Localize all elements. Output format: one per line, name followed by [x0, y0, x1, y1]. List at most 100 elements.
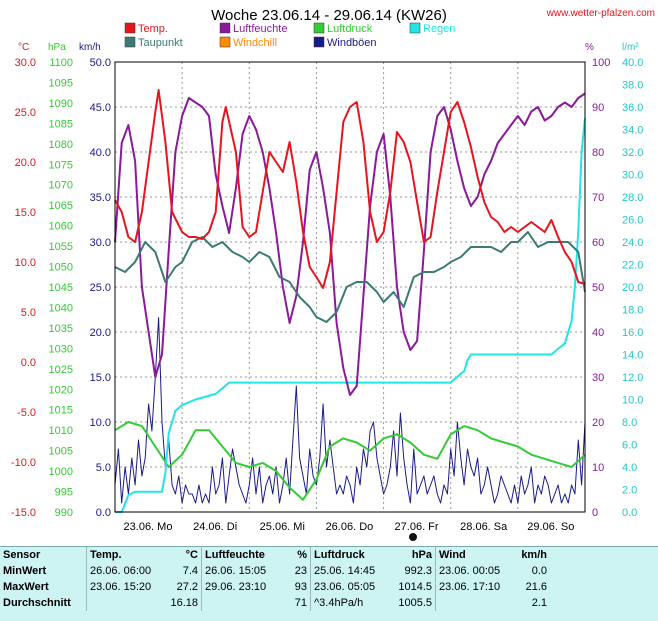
pressure-tick-label: 1010	[49, 425, 73, 437]
temp-time	[86, 595, 165, 611]
rain-tick-label: 20.0	[622, 282, 643, 294]
day-label: 25.06. Mi	[260, 521, 305, 533]
pressure-tick-label: 995	[55, 487, 73, 499]
wind-tick-label: 20.0	[90, 327, 111, 339]
day-label: 26.06. Do	[326, 521, 374, 533]
wind-time	[435, 595, 514, 611]
temp-tick-label: 15.0	[15, 207, 36, 219]
press-value: 1014.5	[398, 581, 432, 593]
legend-swatch	[124, 22, 136, 34]
series-line-luftfeuchte	[114, 92, 586, 396]
temp-header: Temp.	[86, 547, 165, 563]
temp-tick-label: 5.0	[21, 307, 36, 319]
rain-tick-label: 30.0	[622, 170, 643, 182]
press-value: 1005.5	[398, 597, 432, 609]
humidity-tick-label: 60	[592, 237, 604, 249]
legend-swatch	[219, 36, 231, 48]
stats-row: MaxWert 23.06. 15:20 27.2 29.06. 23:10 9…	[0, 579, 550, 595]
temp-unit: °C	[18, 42, 29, 53]
rain-tick-label: 10.0	[622, 395, 643, 407]
wind-tick-label: 0.0	[96, 507, 111, 519]
legend-label: Taupunkt	[138, 37, 183, 49]
pressure-tick-label: 1045	[49, 282, 73, 294]
stats-row: Durchschnitt 16.18 71 ^3.4hPa/h 1005.5 2…	[0, 595, 550, 611]
rain-tick-label: 38.0	[622, 80, 643, 92]
press-time: 23.06. 05:05	[310, 579, 395, 595]
rain-tick-label: 8.0	[622, 417, 637, 429]
pressure-tick-label: 1070	[49, 180, 73, 192]
legend-swatch	[409, 22, 421, 34]
temp-tick-label: 20.0	[15, 157, 36, 169]
pressure-tick-label: 1025	[49, 364, 73, 376]
hum-time	[201, 595, 280, 611]
stats-table: Sensor Temp. °C Luftfeuchte % Luftdruck …	[0, 547, 550, 611]
weather-chart: Woche 23.06.14 - 29.06.14 (KW26) www.wet…	[10, 7, 655, 541]
pressure-tick-label: 1055	[49, 241, 73, 253]
pressure-tick-label: 1005	[49, 446, 73, 458]
hum-time: 26.06. 15:05	[201, 563, 280, 579]
pressure-tick-label: 990	[55, 507, 73, 519]
rain-tick-label: 26.0	[622, 215, 643, 227]
pressure-tick-label: 1020	[49, 384, 73, 396]
legend-swatch	[124, 36, 136, 48]
day-label: 24.06. Di	[193, 521, 237, 533]
rain-unit: l/m²	[622, 42, 639, 53]
rain-tick-label: 24.0	[622, 237, 643, 249]
temp-tick-label: 10.0	[15, 257, 36, 269]
hum-unit-header: %	[297, 549, 307, 561]
humidity-tick-label: 50	[592, 282, 604, 294]
temp-tick-label: 30.0	[15, 57, 36, 69]
rain-tick-label: 36.0	[622, 102, 643, 114]
humidity-unit: %	[585, 42, 594, 53]
series-line-regen	[115, 118, 586, 513]
pressure-tick-label: 1015	[49, 405, 73, 417]
rain-tick-label: 2.0	[622, 485, 637, 497]
wind-time: 23.06. 00:05	[435, 563, 514, 579]
day-label: 27.06. Fr	[395, 521, 439, 533]
chart-title: Woche 23.06.14 - 29.06.14 (KW26)	[211, 7, 447, 24]
press-value: 992.3	[404, 565, 432, 577]
website-label: www.wetter-pfalzen.com	[546, 8, 655, 19]
wind-tick-label: 50.0	[90, 57, 111, 69]
wind-tick-label: 15.0	[90, 372, 111, 384]
wind-value: 21.6	[525, 581, 547, 593]
pressure-unit: hPa	[48, 42, 66, 53]
temp-tick-label: -10.0	[11, 457, 36, 469]
rain-tick-label: 22.0	[622, 260, 643, 272]
series-lines	[114, 89, 586, 513]
temp-time: 23.06. 15:20	[86, 579, 165, 595]
rain-tick-label: 34.0	[622, 125, 643, 137]
pressure-tick-label: 1085	[49, 118, 73, 130]
hum-header: Luftfeuchte	[201, 547, 280, 563]
wind-header: Wind	[435, 547, 514, 563]
humidity-tick-label: 100	[592, 57, 610, 69]
sensor-header: Sensor	[3, 549, 41, 561]
humidity-tick-label: 90	[592, 102, 604, 114]
wind-tick-label: 10.0	[90, 417, 111, 429]
series-line-taupunkt	[114, 231, 586, 323]
hum-time: 29.06. 23:10	[201, 579, 280, 595]
legend-label: Temp.	[138, 23, 168, 35]
series-line-windb-en	[114, 317, 586, 504]
rain-tick-label: 28.0	[622, 192, 643, 204]
pressure-tick-label: 1030	[49, 343, 73, 355]
pressure-tick-label: 1080	[49, 139, 73, 151]
temp-value: 16.18	[170, 597, 198, 609]
wind-unit: km/h	[79, 42, 101, 53]
row-label: Durchschnitt	[3, 597, 71, 609]
wind-tick-label: 25.0	[90, 282, 111, 294]
wind-tick-label: 45.0	[90, 102, 111, 114]
day-label: 29.06. So	[527, 521, 574, 533]
press-header: Luftdruck	[310, 547, 395, 563]
hum-value: 23	[294, 565, 307, 577]
legend-swatch	[313, 36, 325, 48]
humidity-tick-label: 80	[592, 147, 604, 159]
day-label: 28.06. Sa	[460, 521, 508, 533]
temp-tick-label: 0.0	[21, 357, 36, 369]
temp-tick-label: -15.0	[11, 507, 36, 519]
row-label: MinWert	[3, 565, 47, 577]
temp-tick-label: 25.0	[15, 107, 36, 119]
rain-tick-label: 14.0	[622, 350, 643, 362]
pressure-tick-label: 1065	[49, 200, 73, 212]
wind-value: 2.1	[531, 597, 547, 609]
